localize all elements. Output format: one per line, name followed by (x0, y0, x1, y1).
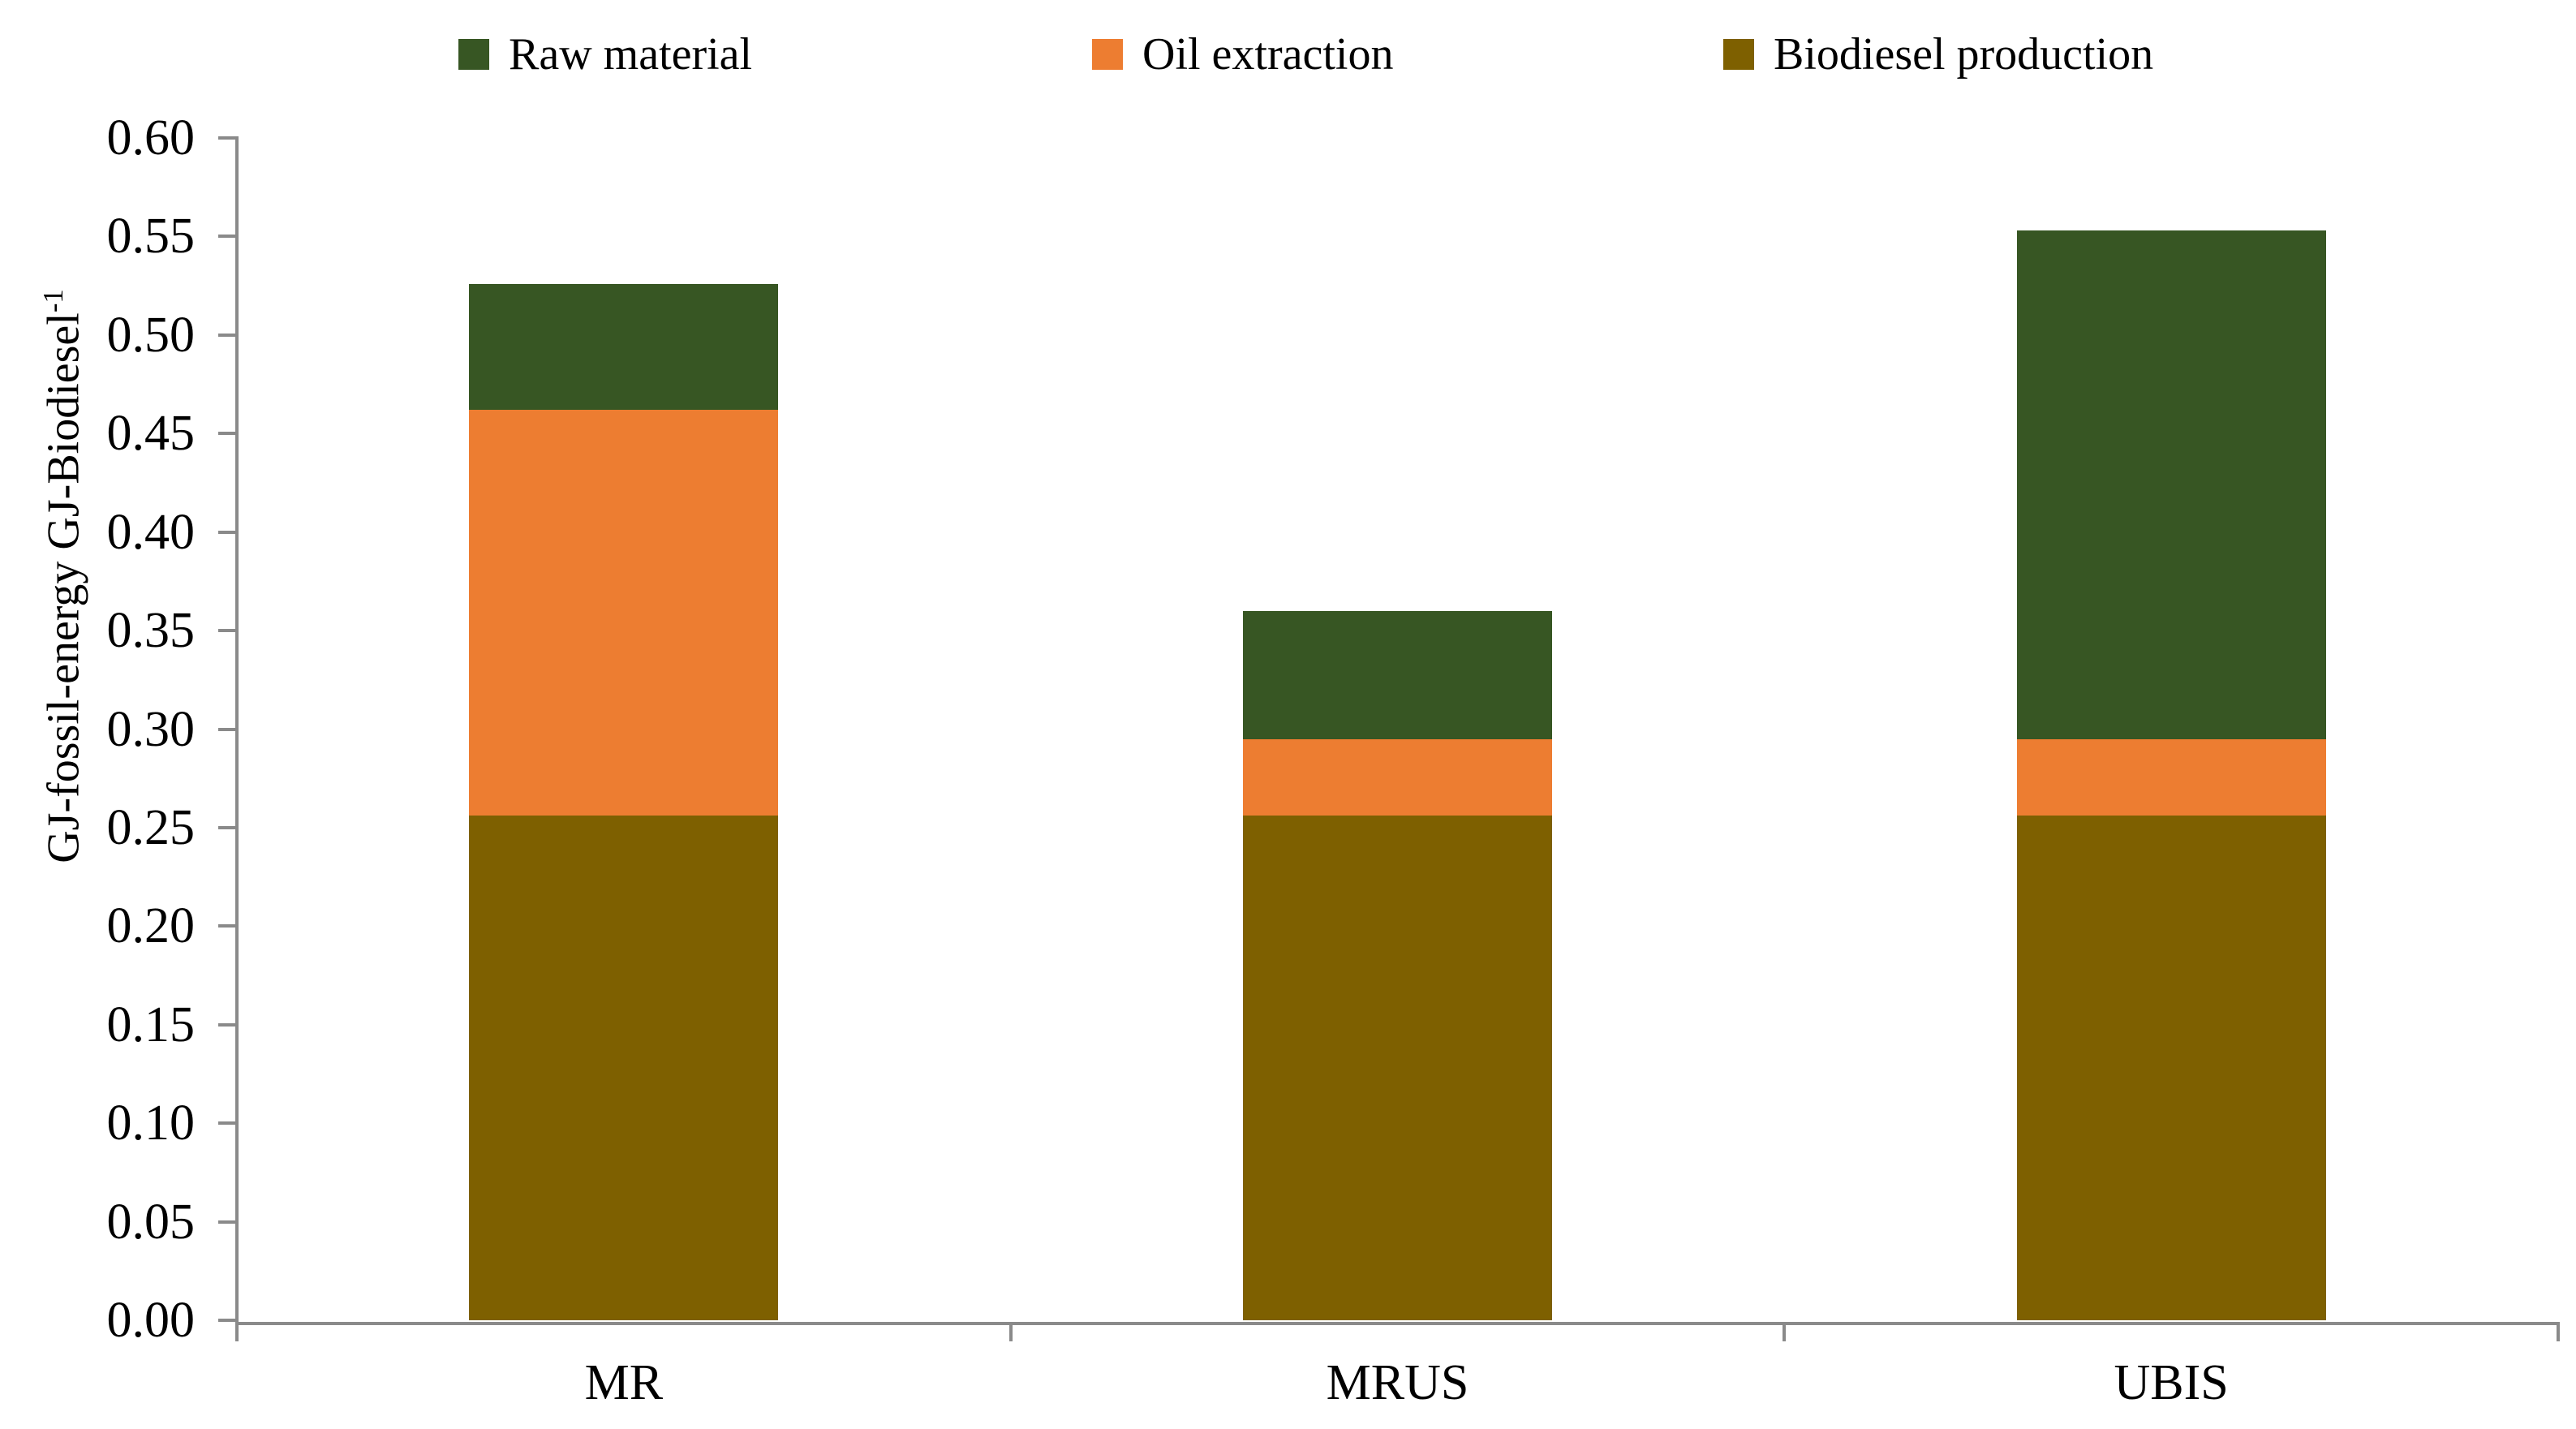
y-tick-mark (218, 530, 237, 534)
y-tick-label: 0.05 (106, 1194, 196, 1250)
y-tick-mark (218, 727, 237, 731)
y-tick-mark (218, 136, 237, 140)
x-tick-mark (1783, 1324, 1787, 1341)
bar-segment-oil-extraction (469, 410, 779, 816)
y-tick-label: 0.00 (106, 1293, 196, 1348)
y-tick-mark (218, 1121, 237, 1126)
bar-segment-raw-material (2016, 230, 2326, 739)
y-axis-line (235, 136, 239, 1322)
y-tick-mark (218, 1220, 237, 1224)
legend-item: Raw material (458, 24, 752, 85)
legend-item: Oil extraction (1092, 24, 1393, 85)
bar-segment-biodiesel-production (2016, 816, 2326, 1320)
y-tick-mark (218, 825, 237, 829)
bar-segment-biodiesel-production (469, 816, 779, 1320)
y-tick-mark (218, 924, 237, 928)
x-axis-line (235, 1322, 2560, 1325)
x-axis-category-label: UBIS (2114, 1355, 2229, 1410)
legend-marker-swatch (1092, 39, 1123, 70)
bar-segment-oil-extraction (1243, 738, 1552, 816)
y-tick-mark (218, 235, 237, 239)
legend-item-label: Biodiesel production (1774, 29, 2154, 80)
y-tick-mark (218, 333, 237, 337)
bar-segment-raw-material (1243, 610, 1552, 739)
y-tick-label: 0.55 (106, 209, 196, 265)
y-tick-label: 0.40 (106, 504, 196, 560)
y-tick-label: 0.50 (106, 307, 196, 363)
y-tick-mark (218, 1319, 237, 1322)
y-axis-title: GJ-fossil-energy GJ-Biodiesel-1 (21, 8, 89, 1144)
y-tick-mark (218, 629, 237, 633)
bar-segment-oil-extraction (2016, 738, 2326, 816)
y-tick-label: 0.45 (106, 406, 196, 462)
y-tick-label: 0.35 (106, 603, 196, 659)
y-tick-mark (218, 432, 237, 436)
x-axis-category-label: MRUS (1326, 1355, 1469, 1410)
bar-segment-biodiesel-production (1243, 816, 1552, 1320)
legend-item: Biodiesel production (1723, 24, 2153, 85)
legend-item-label: Raw material (509, 29, 753, 80)
y-tick-mark (218, 1022, 237, 1027)
x-tick-mark (1008, 1324, 1013, 1341)
legend-marker-swatch (458, 39, 489, 70)
y-tick-label: 0.60 (106, 110, 196, 166)
x-tick-mark (235, 1324, 239, 1341)
bar-segment-raw-material (469, 283, 779, 411)
legend-marker-swatch (1723, 39, 1754, 70)
y-tick-label: 0.10 (106, 1095, 196, 1151)
x-axis-category-label: MR (584, 1355, 664, 1410)
y-tick-label: 0.15 (106, 996, 196, 1052)
x-tick-mark (2557, 1324, 2560, 1341)
y-tick-label: 0.30 (106, 701, 196, 757)
y-axis-title-text: GJ-fossil-energy GJ-Biodiesel (38, 312, 89, 863)
legend-item-label: Oil extraction (1142, 29, 1394, 80)
y-tick-label: 0.20 (106, 898, 196, 954)
y-tick-label: 0.25 (106, 799, 196, 855)
